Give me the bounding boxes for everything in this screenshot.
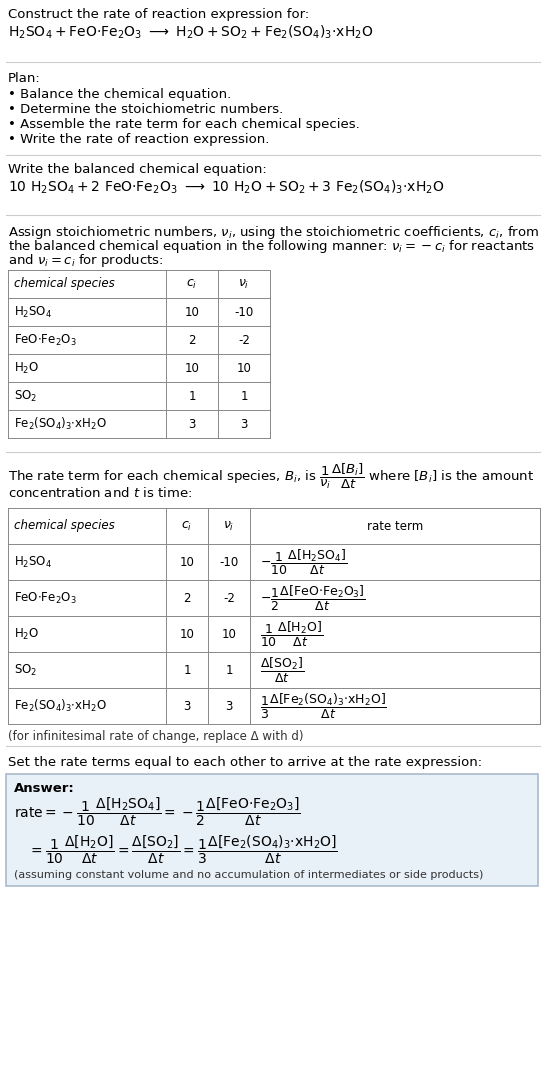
Text: chemical species: chemical species [14, 278, 115, 291]
Text: 3: 3 [188, 417, 195, 431]
Text: $\mathrm{H_2SO_4}$: $\mathrm{H_2SO_4}$ [14, 304, 52, 319]
Text: rate term: rate term [367, 520, 423, 533]
Text: $\mathrm{rate} = -\dfrac{1}{10}\dfrac{\Delta[\mathrm{H_2SO_4}]}{\Delta t} = -\df: $\mathrm{rate} = -\dfrac{1}{10}\dfrac{\D… [14, 796, 301, 829]
Text: 2: 2 [183, 592, 191, 605]
Text: $\mathrm{SO_2}$: $\mathrm{SO_2}$ [14, 662, 37, 678]
Text: • Determine the stoichiometric numbers.: • Determine the stoichiometric numbers. [8, 103, 283, 116]
Text: $\mathrm{SO_2}$: $\mathrm{SO_2}$ [14, 388, 37, 403]
Text: $\mathrm{Fe_2(SO_4)_3{\cdot}xH_2O}$: $\mathrm{Fe_2(SO_4)_3{\cdot}xH_2O}$ [14, 698, 107, 714]
Text: 1: 1 [188, 389, 196, 402]
Bar [8, 508, 540, 724]
Text: 10: 10 [180, 555, 194, 568]
Text: 10: 10 [185, 306, 199, 318]
Text: Answer:: Answer: [14, 781, 75, 795]
Text: • Write the rate of reaction expression.: • Write the rate of reaction expression. [8, 133, 269, 146]
Text: chemical species: chemical species [14, 520, 115, 533]
Text: 3: 3 [183, 700, 191, 713]
Bar [6, 774, 538, 885]
Text: $\mathrm{H_2O}$: $\mathrm{H_2O}$ [14, 626, 39, 641]
Text: the balanced chemical equation in the following manner: $\nu_i = -c_i$ for react: the balanced chemical equation in the fo… [8, 238, 535, 255]
Text: $\nu_i$: $\nu_i$ [238, 278, 250, 291]
Text: $-\dfrac{1}{10}\dfrac{\Delta[\mathrm{H_2SO_4}]}{\Delta t}$: $-\dfrac{1}{10}\dfrac{\Delta[\mathrm{H_2… [260, 548, 347, 577]
Bar [8, 270, 270, 438]
Text: $\mathrm{H_2O}$: $\mathrm{H_2O}$ [14, 360, 39, 375]
Text: Assign stoichiometric numbers, $\nu_i$, using the stoichiometric coefficients, $: Assign stoichiometric numbers, $\nu_i$, … [8, 224, 539, 241]
Text: -2: -2 [223, 592, 235, 605]
Text: Write the balanced chemical equation:: Write the balanced chemical equation: [8, 163, 267, 176]
Text: 10: 10 [222, 627, 236, 640]
Text: -2: -2 [238, 333, 250, 346]
Text: concentration and $t$ is time:: concentration and $t$ is time: [8, 486, 192, 500]
Text: $\dfrac{\Delta[\mathrm{SO_2}]}{\Delta t}$: $\dfrac{\Delta[\mathrm{SO_2}]}{\Delta t}… [260, 655, 304, 685]
Text: $\mathrm{FeO{\cdot}Fe_2O_3}$: $\mathrm{FeO{\cdot}Fe_2O_3}$ [14, 591, 76, 606]
Text: 10: 10 [236, 361, 252, 374]
Text: $= \dfrac{1}{10}\dfrac{\Delta[\mathrm{H_2O}]}{\Delta t} = \dfrac{\Delta[\mathrm{: $= \dfrac{1}{10}\dfrac{\Delta[\mathrm{H_… [28, 834, 338, 866]
Text: 2: 2 [188, 333, 196, 346]
Text: 1: 1 [225, 664, 233, 676]
Text: $-\dfrac{1}{2}\dfrac{\Delta[\mathrm{FeO{\cdot}Fe_2O_3}]}{\Delta t}$: $-\dfrac{1}{2}\dfrac{\Delta[\mathrm{FeO{… [260, 583, 366, 612]
Text: $\mathrm{FeO{\cdot}Fe_2O_3}$: $\mathrm{FeO{\cdot}Fe_2O_3}$ [14, 332, 76, 347]
Text: 10: 10 [185, 361, 199, 374]
Text: $\nu_i$: $\nu_i$ [223, 520, 235, 533]
Text: • Balance the chemical equation.: • Balance the chemical equation. [8, 88, 232, 101]
Text: 3: 3 [240, 417, 248, 431]
Text: 1: 1 [240, 389, 248, 402]
Text: Construct the rate of reaction expression for:: Construct the rate of reaction expressio… [8, 8, 309, 21]
Text: 10: 10 [180, 627, 194, 640]
Text: $\mathrm{H_2SO_4 + FeO{\cdot}Fe_2O_3 \ \longrightarrow \ H_2O + SO_2 + Fe_2(SO_4: $\mathrm{H_2SO_4 + FeO{\cdot}Fe_2O_3 \ \… [8, 24, 373, 42]
Text: Plan:: Plan: [8, 72, 41, 85]
Text: $\mathrm{Fe_2(SO_4)_3{\cdot}xH_2O}$: $\mathrm{Fe_2(SO_4)_3{\cdot}xH_2O}$ [14, 416, 107, 432]
Text: • Assemble the rate term for each chemical species.: • Assemble the rate term for each chemic… [8, 118, 360, 131]
Text: $\dfrac{1}{10}\dfrac{\Delta[\mathrm{H_2O}]}{\Delta t}$: $\dfrac{1}{10}\dfrac{\Delta[\mathrm{H_2O… [260, 620, 323, 649]
Text: -10: -10 [234, 306, 254, 318]
Text: $c_i$: $c_i$ [181, 520, 193, 533]
Text: and $\nu_i = c_i$ for products:: and $\nu_i = c_i$ for products: [8, 252, 164, 269]
Text: Set the rate terms equal to each other to arrive at the rate expression:: Set the rate terms equal to each other t… [8, 756, 482, 769]
Text: The rate term for each chemical species, $B_i$, is $\dfrac{1}{\nu_i}\dfrac{\Delt: The rate term for each chemical species,… [8, 462, 534, 491]
Text: 3: 3 [225, 700, 233, 713]
Text: $\mathrm{H_2SO_4}$: $\mathrm{H_2SO_4}$ [14, 554, 52, 569]
Text: $\mathrm{10\ H_2SO_4 + 2\ FeO{\cdot}Fe_2O_3 \ \longrightarrow \ 10\ H_2O + SO_2 : $\mathrm{10\ H_2SO_4 + 2\ FeO{\cdot}Fe_2… [8, 179, 444, 196]
Text: $\dfrac{1}{3}\dfrac{\Delta[\mathrm{Fe_2(SO_4)_3{\cdot}xH_2O}]}{\Delta t}$: $\dfrac{1}{3}\dfrac{\Delta[\mathrm{Fe_2(… [260, 691, 387, 720]
Text: (assuming constant volume and no accumulation of intermediates or side products): (assuming constant volume and no accumul… [14, 870, 483, 880]
Text: $c_i$: $c_i$ [186, 278, 198, 291]
Text: (for infinitesimal rate of change, replace Δ with d): (for infinitesimal rate of change, repla… [8, 730, 304, 743]
Text: -10: -10 [219, 555, 239, 568]
Text: 1: 1 [183, 664, 191, 676]
